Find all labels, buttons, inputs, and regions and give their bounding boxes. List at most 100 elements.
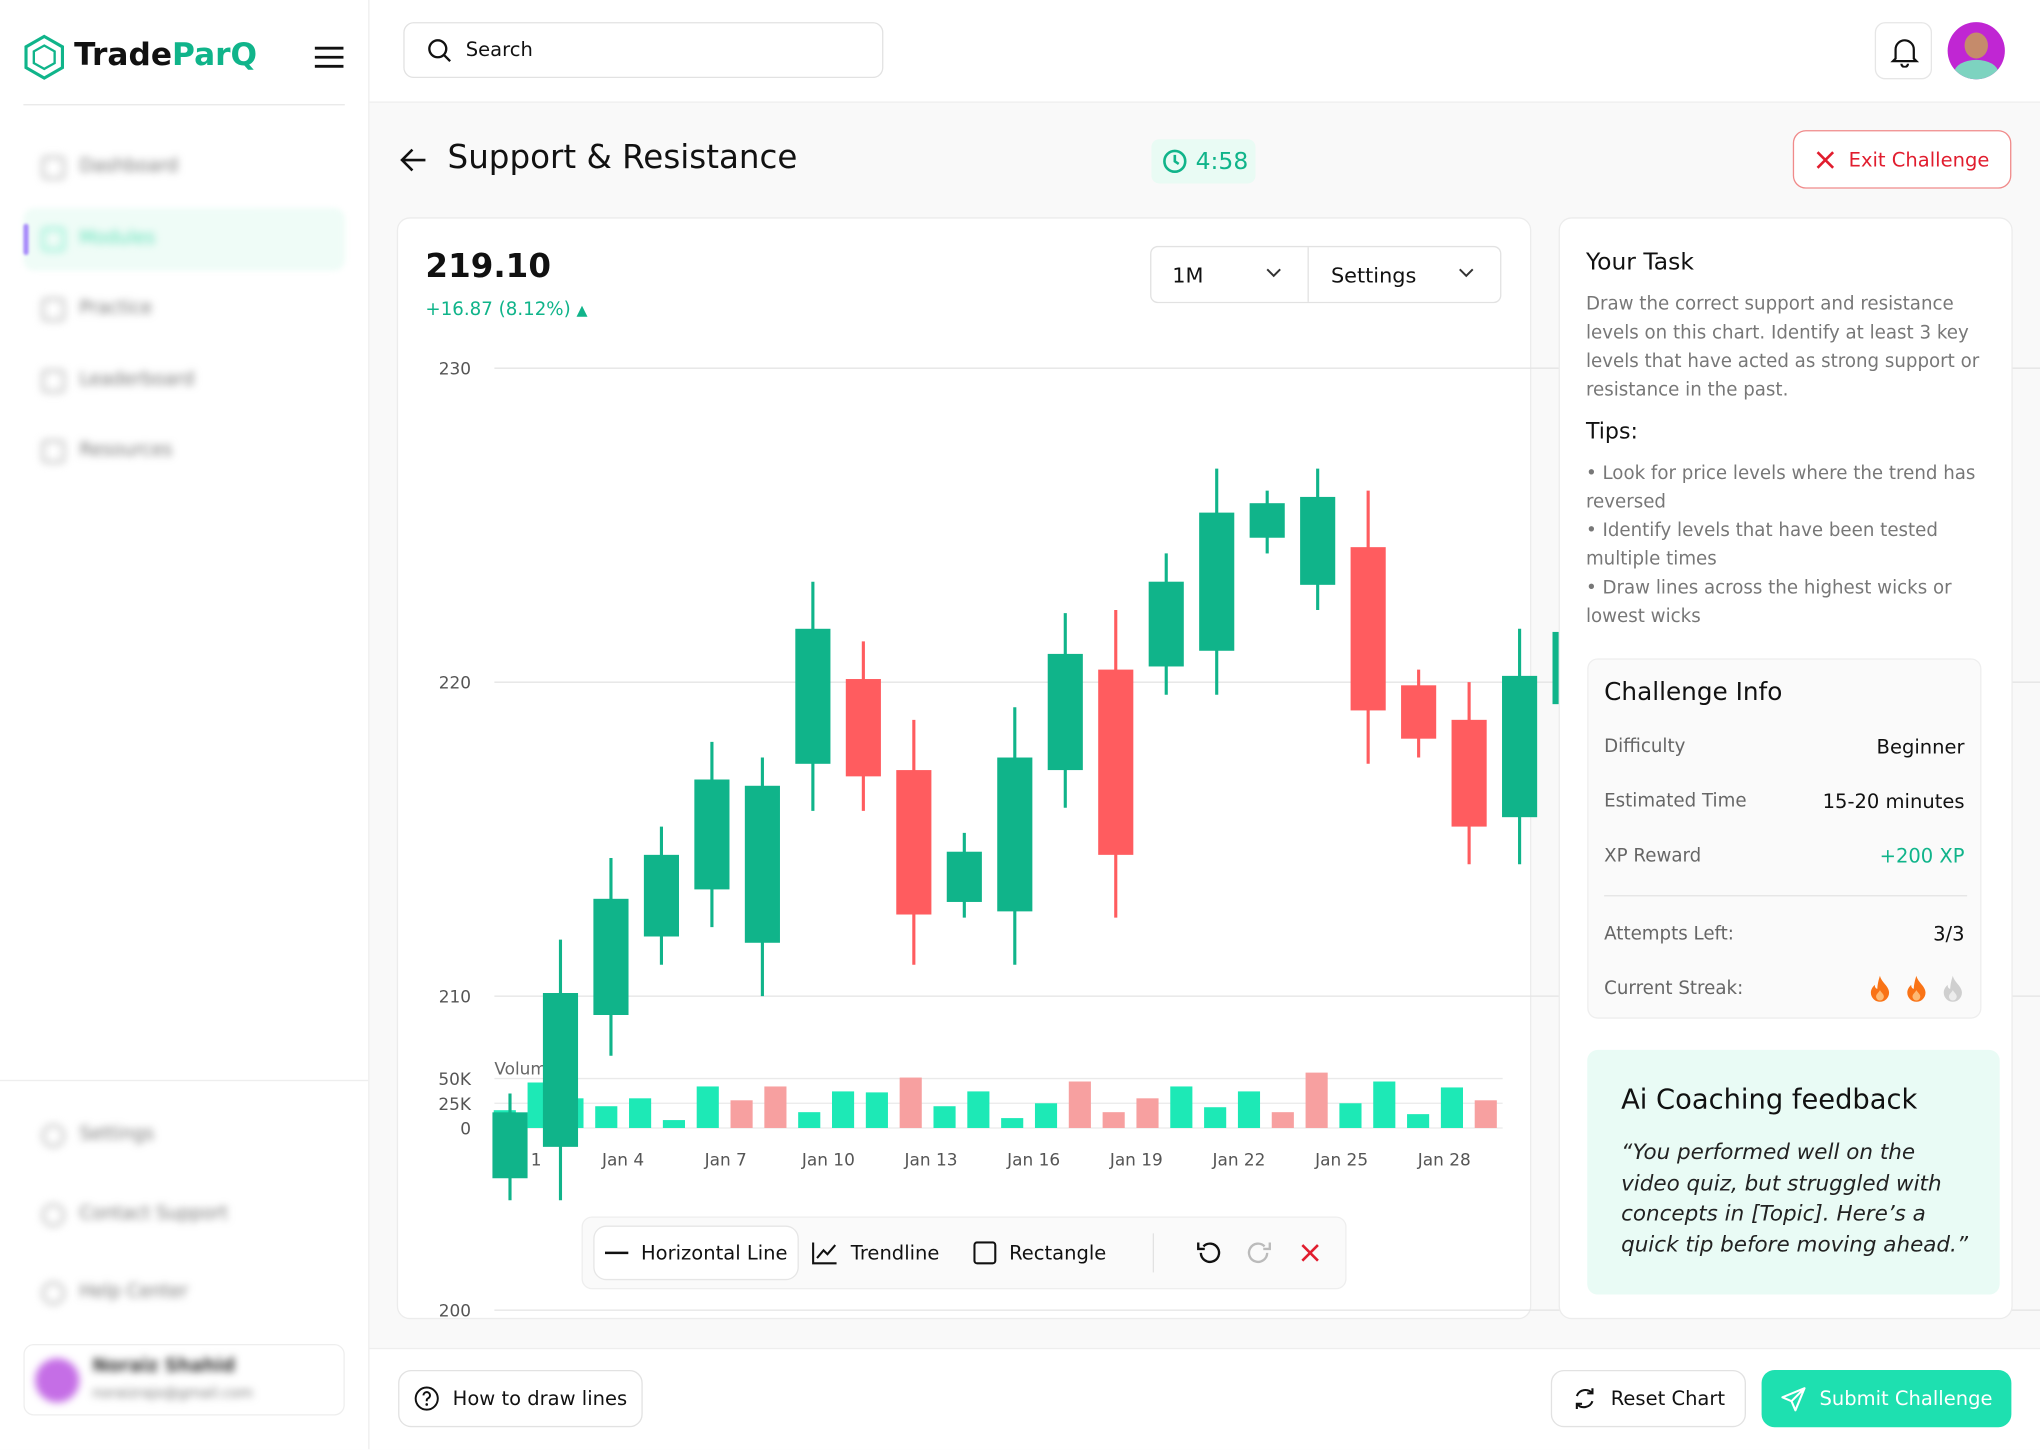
reset-chart-button[interactable]: Reset Chart bbox=[1550, 1369, 1746, 1428]
nav-item[interactable]: Dashboard bbox=[79, 156, 179, 177]
nav-icon bbox=[41, 227, 66, 251]
candle-body bbox=[845, 679, 881, 777]
info-key: Attempts Left: bbox=[1604, 923, 1734, 945]
redo-button[interactable] bbox=[1245, 1239, 1274, 1268]
coaching-title: Ai Coaching feedback bbox=[1621, 1083, 1918, 1115]
send-icon bbox=[1780, 1387, 1805, 1412]
x-tick-label: Jan 22 bbox=[1211, 1150, 1265, 1170]
candle-body bbox=[1098, 669, 1134, 855]
volume-bar bbox=[1440, 1087, 1463, 1128]
info-value: 15-20 minutes bbox=[1822, 789, 1965, 814]
volume-bar bbox=[1271, 1112, 1294, 1128]
candle-body bbox=[795, 628, 831, 764]
task-panel: Your Task Draw the correct support and r… bbox=[1558, 217, 2013, 1320]
challenge-info-title: Challenge Info bbox=[1604, 677, 1783, 707]
info-row: Estimated Time 15-20 minutes bbox=[1604, 790, 1964, 813]
user-card[interactable]: Noraiz Shahid noraizrajo@gmail.com bbox=[23, 1343, 345, 1416]
nav-icon bbox=[41, 1124, 66, 1148]
flame-icon bbox=[1907, 975, 1926, 1002]
nav-icon bbox=[41, 1281, 66, 1305]
submit-challenge-button[interactable]: Submit Challenge bbox=[1761, 1369, 2012, 1428]
price-change: +16.87 (8.12%) ▲ bbox=[425, 299, 587, 320]
task-description: Draw the correct support and resistance … bbox=[1585, 294, 1980, 401]
info-key: XP Reward bbox=[1604, 845, 1702, 867]
x-tick-label: Jan 28 bbox=[1417, 1150, 1471, 1170]
tip: • Look for price levels where the trend … bbox=[1585, 463, 1976, 513]
x-tick-label: Jan 19 bbox=[1109, 1150, 1163, 1170]
timeframe-label: 1M bbox=[1172, 262, 1204, 288]
nav-item[interactable]: Leaderboard bbox=[79, 368, 195, 390]
volume-label: Volume bbox=[494, 1059, 557, 1079]
avatar-face bbox=[1964, 32, 1988, 59]
timer-text: 4:58 bbox=[1195, 147, 1249, 175]
candle-body bbox=[896, 770, 932, 915]
volume-bar bbox=[1474, 1100, 1497, 1128]
exit-challenge-button[interactable]: Exit Challenge bbox=[1792, 130, 2012, 189]
exit-label: Exit Challenge bbox=[1848, 147, 1990, 172]
sidebar: TradeParQ Dashboard Modules Practice Leader… bbox=[0, 0, 370, 1450]
volume-bar bbox=[629, 1098, 652, 1128]
undo-button[interactable] bbox=[1194, 1239, 1223, 1268]
volume-bar bbox=[1136, 1098, 1159, 1128]
nav-item[interactable]: Resources bbox=[79, 439, 173, 461]
bell-icon bbox=[1890, 39, 1920, 68]
task-title: Your Task bbox=[1585, 248, 1694, 276]
clear-button[interactable] bbox=[1300, 1242, 1321, 1263]
volume-bar bbox=[1034, 1103, 1058, 1128]
chevron bbox=[1459, 268, 1474, 278]
user-avatar bbox=[35, 1358, 80, 1403]
timeframe-select[interactable]: 1M bbox=[1151, 247, 1309, 302]
close-icon bbox=[1816, 150, 1834, 169]
x-tick-label: Jan 16 bbox=[1006, 1150, 1060, 1170]
nav-item[interactable]: Practice bbox=[79, 297, 153, 319]
search-box[interactable]: Search bbox=[403, 22, 884, 79]
nav-item[interactable]: Settings bbox=[79, 1124, 155, 1145]
notification-button[interactable] bbox=[1874, 22, 1933, 80]
volume-bar bbox=[1373, 1081, 1396, 1128]
how-to-button[interactable]: How to draw lines bbox=[398, 1369, 643, 1428]
volume-bar bbox=[832, 1091, 855, 1128]
nav-item[interactable]: Contact Support bbox=[79, 1202, 229, 1224]
volume-bar bbox=[865, 1092, 888, 1128]
y-tick-label: 200 bbox=[439, 1301, 471, 1321]
back-button[interactable] bbox=[399, 146, 428, 175]
horizontal-line-tool[interactable]: Horizontal Line bbox=[593, 1225, 799, 1281]
chart-panel: 219.10 +16.87 (8.12%) ▲ 1M Settings bbox=[396, 217, 1532, 1320]
volume-bar bbox=[595, 1106, 618, 1128]
settings-select[interactable]: Settings bbox=[1309, 247, 1500, 302]
volume-bar bbox=[1407, 1114, 1430, 1128]
volume-tick-label: 50K bbox=[438, 1069, 472, 1089]
reset-label: Reset Chart bbox=[1610, 1386, 1726, 1411]
trendline-tool[interactable]: Trendline bbox=[811, 1226, 941, 1281]
menu-button[interactable] bbox=[314, 46, 345, 69]
x-tick-label: Jan 4 bbox=[601, 1150, 644, 1170]
nav-item[interactable]: Help Center bbox=[79, 1281, 188, 1303]
page-title: Support & Resistance bbox=[447, 137, 798, 176]
settings-label: Settings bbox=[1330, 262, 1417, 288]
volume-bar bbox=[764, 1086, 787, 1128]
volume-bar bbox=[933, 1106, 956, 1128]
y-tick-label: 220 bbox=[439, 673, 471, 693]
info-key: Estimated Time bbox=[1604, 791, 1747, 812]
help-label: How to draw lines bbox=[452, 1386, 628, 1411]
logo-icon bbox=[24, 34, 65, 80]
volume-tick-label: 0 bbox=[460, 1118, 471, 1138]
candle-body bbox=[744, 785, 780, 943]
x-tick-label: Jan 25 bbox=[1314, 1150, 1368, 1170]
nav-item[interactable]: Modules bbox=[79, 227, 156, 248]
drawing-toolbar: Horizontal Line Trendline Rectangle bbox=[581, 1216, 1347, 1290]
profile-avatar[interactable] bbox=[1947, 22, 2005, 80]
divider bbox=[1604, 895, 1968, 897]
volume-bar bbox=[1170, 1086, 1193, 1128]
candle-body bbox=[1451, 719, 1487, 827]
candle-body bbox=[1502, 675, 1538, 818]
up-arrow: ▲ bbox=[576, 301, 588, 319]
user-email: noraizrajo@gmail.com bbox=[92, 1384, 253, 1402]
rectangle-tool[interactable]: Rectangle bbox=[967, 1226, 1113, 1281]
hline-icon bbox=[604, 1251, 628, 1255]
tips-title: Tips: bbox=[1585, 418, 1638, 445]
reset-icon bbox=[1575, 1388, 1594, 1410]
candle-body bbox=[1350, 547, 1386, 711]
volume-bar bbox=[1339, 1103, 1362, 1128]
